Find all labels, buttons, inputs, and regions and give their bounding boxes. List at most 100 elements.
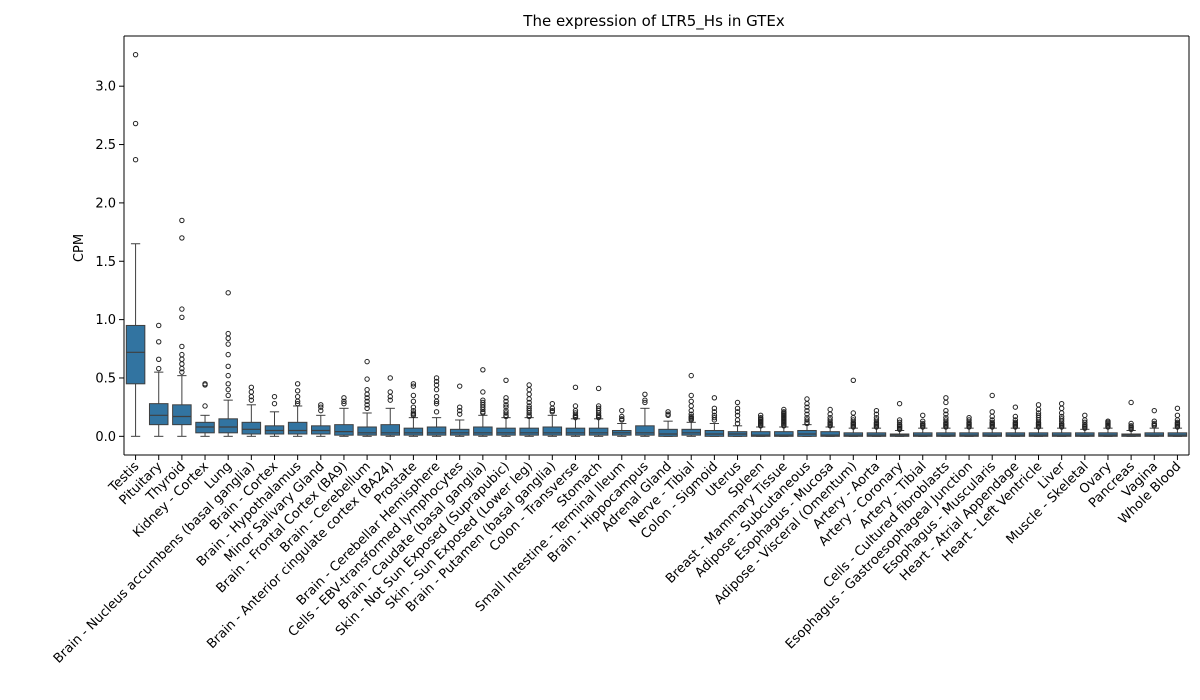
outlier-point [225, 290, 231, 296]
outlier-point [850, 377, 856, 384]
outlier-point [711, 405, 718, 412]
box-16 [473, 426, 493, 436]
outlier-point [711, 395, 718, 401]
box-12 [380, 424, 401, 436]
outlier-point [595, 385, 602, 392]
outlier-point [989, 409, 995, 415]
outlier-point [1082, 425, 1088, 431]
outlier-point [1035, 424, 1042, 430]
outlier-point [781, 423, 787, 429]
box-11 [357, 426, 377, 436]
outlier-point [1058, 400, 1065, 407]
outlier-point [572, 384, 579, 391]
outlier-point [480, 406, 486, 413]
outlier-point [711, 414, 718, 421]
outlier-point [1058, 410, 1065, 416]
outlier-point [989, 413, 995, 420]
outlier-point [943, 424, 949, 430]
box-23 [635, 425, 655, 436]
outlier-point [271, 400, 278, 407]
outlier-point [179, 356, 185, 362]
box-10 [334, 424, 354, 436]
outlier-point [850, 424, 856, 430]
outlier-point [156, 356, 162, 362]
outlier-point [526, 391, 532, 398]
outlier-point [410, 383, 417, 389]
outlier-point [549, 405, 556, 412]
outlier-point [526, 413, 532, 420]
outlier-point [526, 396, 532, 402]
outlier-point [1035, 406, 1042, 413]
outlier-point [850, 410, 856, 416]
outlier-point [757, 423, 764, 429]
outlier-point [711, 417, 718, 423]
box-18 [519, 427, 539, 436]
outlier-point [920, 424, 926, 430]
outlier-point [156, 339, 162, 345]
outlier-point [711, 409, 718, 415]
outlier-point [364, 402, 370, 408]
outlier-point [132, 120, 139, 127]
outlier-point [619, 417, 625, 423]
outlier-point [503, 402, 509, 408]
outlier-point [943, 411, 949, 417]
outlier-point [132, 157, 139, 163]
outlier-point [804, 400, 810, 407]
outlier-point [572, 414, 579, 421]
outlier-point [989, 424, 995, 430]
outlier-point [827, 411, 833, 417]
outlier-point [179, 217, 185, 224]
outlier-point [642, 391, 648, 398]
outlier-point [642, 399, 648, 406]
outlier-point [804, 420, 810, 427]
outlier-point [364, 376, 370, 382]
outlier-point [480, 410, 486, 416]
outlier-point [179, 369, 185, 375]
outlier-point [156, 322, 162, 329]
outlier-point [225, 381, 231, 387]
outlier-point [1035, 402, 1042, 408]
outlier-point [364, 405, 370, 412]
outlier-point [294, 393, 301, 400]
outlier-point [943, 399, 949, 406]
chart-title: The expression of LTR5_Hs in GTEx [522, 12, 785, 31]
outlier-point [480, 367, 486, 373]
outlier-point [387, 375, 393, 381]
box-28 [750, 431, 771, 437]
outlier-point [1012, 413, 1019, 420]
outlier-point [966, 424, 972, 430]
outlier-point [920, 412, 926, 419]
outlier-point [873, 424, 880, 430]
outlier-point [688, 392, 694, 399]
outlier-point [364, 386, 370, 393]
outlier-point [827, 423, 833, 429]
outlier-point [804, 411, 810, 417]
plot-area: 0.00.51.01.52.02.53.0TestisPituitaryThyr… [51, 35, 1190, 667]
outlier-point [688, 417, 694, 423]
box-31 [820, 431, 840, 437]
outlier-point [1174, 424, 1181, 430]
outlier-point [1012, 404, 1019, 410]
box-17 [496, 427, 516, 436]
box-21 [588, 427, 609, 436]
outlier-point [433, 386, 440, 393]
outlier-point [410, 392, 417, 399]
outlier-point [1058, 405, 1065, 412]
outlier-point [526, 382, 532, 388]
y-tick-label: 1.5 [95, 255, 116, 270]
outlier-point [734, 420, 741, 427]
outlier-point [410, 381, 417, 387]
outlier-point [526, 386, 532, 393]
outlier-point [248, 393, 255, 400]
outlier-point [734, 399, 741, 406]
outlier-point [688, 398, 694, 405]
outlier-point [225, 330, 231, 337]
outlier-point [572, 403, 579, 409]
outlier-point [457, 383, 463, 389]
outlier-point [943, 407, 949, 414]
outlier-point [1082, 412, 1088, 419]
outlier-point [1128, 399, 1134, 406]
outlier-point [410, 412, 417, 419]
outlier-point [410, 404, 417, 410]
